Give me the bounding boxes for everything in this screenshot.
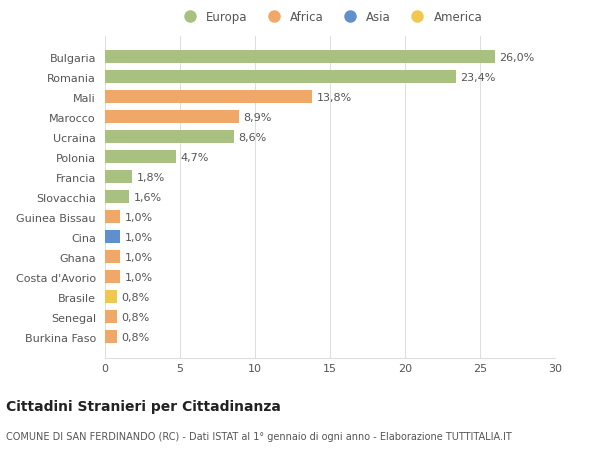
Text: 1,0%: 1,0%: [125, 213, 152, 222]
Bar: [105, 111, 239, 124]
Text: 26,0%: 26,0%: [499, 53, 535, 63]
Bar: [105, 211, 120, 224]
Text: 1,0%: 1,0%: [125, 252, 152, 262]
Bar: [105, 151, 176, 164]
Text: COMUNE DI SAN FERDINANDO (RC) - Dati ISTAT al 1° gennaio di ogni anno - Elaboraz: COMUNE DI SAN FERDINANDO (RC) - Dati IST…: [6, 431, 512, 442]
Bar: [105, 291, 117, 303]
Text: Cittadini Stranieri per Cittadinanza: Cittadini Stranieri per Cittadinanza: [6, 399, 281, 413]
Bar: [105, 171, 132, 184]
Text: 1,0%: 1,0%: [125, 232, 152, 242]
Text: 13,8%: 13,8%: [317, 93, 352, 103]
Bar: [105, 91, 312, 104]
Bar: [105, 271, 120, 284]
Text: 23,4%: 23,4%: [461, 73, 496, 83]
Text: 1,8%: 1,8%: [137, 173, 165, 182]
Bar: [105, 131, 234, 144]
Bar: [105, 51, 495, 64]
Bar: [105, 191, 129, 204]
Text: 0,8%: 0,8%: [121, 312, 150, 322]
Text: 8,6%: 8,6%: [239, 133, 267, 143]
Text: 1,6%: 1,6%: [133, 192, 161, 202]
Bar: [105, 311, 117, 324]
Bar: [105, 231, 120, 244]
Text: 8,9%: 8,9%: [243, 112, 271, 123]
Bar: [105, 330, 117, 343]
Text: 0,8%: 0,8%: [121, 332, 150, 342]
Legend: Europa, Africa, Asia, America: Europa, Africa, Asia, America: [178, 11, 482, 24]
Bar: [105, 71, 456, 84]
Text: 1,0%: 1,0%: [125, 272, 152, 282]
Text: 4,7%: 4,7%: [180, 152, 208, 162]
Bar: [105, 251, 120, 263]
Text: 0,8%: 0,8%: [121, 292, 150, 302]
